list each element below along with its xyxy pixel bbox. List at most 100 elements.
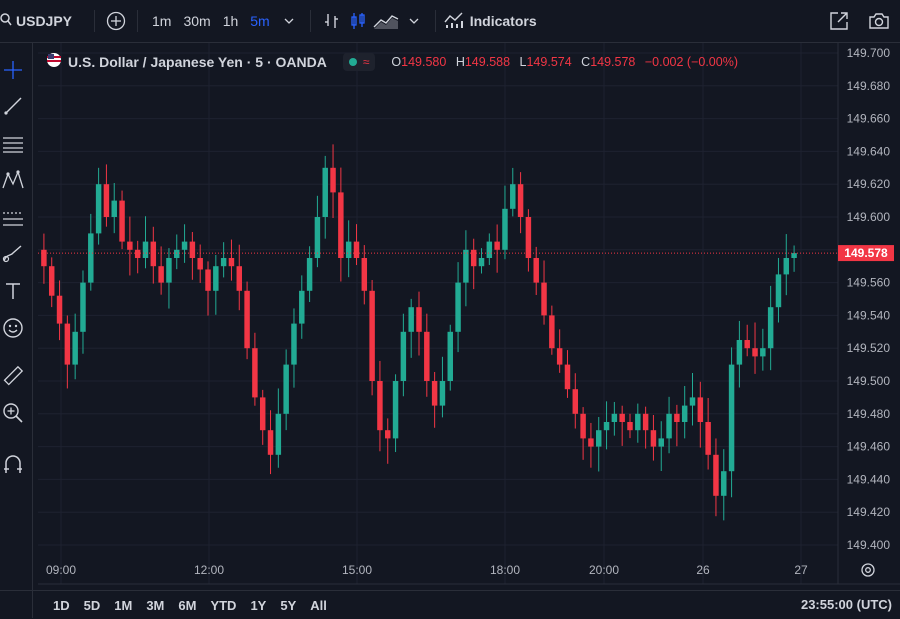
- candle-body: [580, 413, 586, 439]
- market-status[interactable]: ≈: [342, 52, 376, 71]
- candle-body: [228, 258, 235, 267]
- candles: [41, 144, 797, 521]
- price-chart[interactable]: 149.700 149.680 149.660 149.640 149.620 149.6…: [0, 0, 900, 590]
- wave-icon: ≈: [362, 54, 370, 69]
- chevron-down-icon[interactable]: [401, 8, 427, 34]
- close-value: 149.578: [590, 54, 636, 69]
- pattern-icon[interactable]: [0, 167, 26, 193]
- bar-style-icon[interactable]: [319, 8, 345, 34]
- y-tick-label: 149.520: [847, 341, 891, 355]
- range-all[interactable]: All: [310, 597, 327, 613]
- candle-body: [408, 307, 414, 332]
- candle-body: [166, 258, 172, 283]
- range-1d[interactable]: 1D: [53, 597, 70, 613]
- candle-body: [299, 290, 305, 324]
- range-5d[interactable]: 5D: [83, 597, 101, 613]
- price-axis[interactable]: 149.700 149.680 149.660 149.640 149.620 149.6…: [847, 46, 891, 552]
- candle-body: [783, 258, 790, 275]
- candle-body: [416, 307, 422, 332]
- settings-icon[interactable]: [861, 563, 875, 577]
- candle-body: [502, 208, 508, 250]
- candle-body: [478, 258, 485, 267]
- interval-1h[interactable]: 1h: [222, 13, 239, 29]
- range-1y[interactable]: 1Y: [250, 597, 267, 613]
- bottom-toolbar: 1D 5D 1M 3M 6M YTD 1Y 5Y All 23:55:00 (U…: [0, 590, 900, 619]
- trendline-icon[interactable]: [0, 93, 26, 119]
- y-tick-label: 149.480: [847, 407, 891, 421]
- open-label: O: [391, 54, 402, 69]
- candle-body: [236, 266, 243, 291]
- interval-30m[interactable]: 30m: [183, 13, 211, 29]
- y-tick-label: 149.600: [847, 210, 891, 224]
- candle-body: [103, 184, 110, 217]
- high-value: 149.588: [464, 54, 511, 69]
- candle-body: [314, 217, 321, 258]
- last-price-badge: [838, 245, 894, 262]
- range-ytd[interactable]: YTD: [210, 597, 237, 613]
- candle-body: [463, 249, 469, 283]
- add-compare-icon[interactable]: [103, 8, 129, 34]
- candle-body: [338, 192, 344, 258]
- candle-body: [95, 184, 102, 234]
- symbol-title[interactable]: U.S. Dollar / Japanese Yen · 5 · OANDA: [68, 53, 327, 70]
- low-value: 149.574: [526, 54, 572, 69]
- emoji-icon[interactable]: [0, 315, 26, 341]
- area-style-icon[interactable]: [371, 8, 401, 34]
- chevron-down-icon[interactable]: [276, 8, 302, 34]
- interval-5m[interactable]: 5m: [250, 13, 270, 29]
- candle-body: [158, 266, 164, 283]
- interval-1m[interactable]: 1m: [152, 13, 172, 29]
- candle-body: [181, 241, 188, 250]
- change-value: −0.002 (−0.00%): [644, 54, 738, 69]
- candle-body: [174, 249, 180, 258]
- y-tick-label: 149.660: [847, 112, 891, 126]
- ruler-icon[interactable]: [0, 363, 26, 389]
- candle-body: [564, 364, 571, 390]
- symbol-search[interactable]: USDJPY: [0, 12, 86, 30]
- brush-icon[interactable]: [0, 241, 26, 267]
- candle-body: [666, 413, 672, 439]
- measure-icon[interactable]: [0, 205, 26, 231]
- x-tick-label: 20:00: [589, 563, 619, 577]
- camera-icon[interactable]: [866, 8, 892, 34]
- candle-body: [41, 249, 47, 267]
- crosshair-icon[interactable]: [0, 57, 26, 83]
- text-icon[interactable]: [0, 278, 26, 304]
- candle-body: [80, 282, 86, 332]
- fullscreen-icon[interactable]: [826, 8, 852, 34]
- x-tick-label: 09:00: [46, 563, 76, 577]
- range-5y[interactable]: 5Y: [280, 597, 297, 613]
- y-tick-label: 149.500: [847, 374, 891, 388]
- y-tick-label: 149.620: [847, 177, 891, 191]
- candle-body: [705, 422, 711, 455]
- candle-body: [127, 241, 133, 250]
- low-label: L: [519, 54, 527, 69]
- candle-body: [760, 348, 766, 357]
- range-6m[interactable]: 6M: [178, 597, 197, 613]
- fib-icon[interactable]: [0, 131, 26, 157]
- candle-body: [627, 422, 633, 431]
- utc-clock[interactable]: 23:55:00 (UTC): [800, 597, 892, 612]
- indicators-button[interactable]: Indicators: [444, 12, 537, 31]
- candle-body: [392, 381, 399, 439]
- candle-body: [134, 249, 141, 258]
- candle-body: [119, 200, 125, 242]
- candle-body: [431, 381, 438, 406]
- candle-body: [142, 241, 149, 258]
- candle-body: [48, 266, 55, 296]
- candle-body: [377, 381, 383, 431]
- zoom-in-icon[interactable]: [0, 400, 26, 426]
- divider: [137, 10, 138, 32]
- candle-body: [697, 397, 704, 422]
- candle-body: [486, 241, 493, 258]
- candle-body: [533, 258, 539, 283]
- range-1m[interactable]: 1M: [114, 597, 133, 613]
- candle-body: [72, 331, 78, 365]
- time-axis[interactable]: 09:00 12:00 15:00 18:00 20:00 26 27: [46, 563, 808, 577]
- candle-body: [322, 167, 328, 217]
- candle-style-icon[interactable]: [345, 8, 371, 34]
- candle-body: [767, 307, 774, 349]
- range-3m[interactable]: 3M: [146, 597, 165, 613]
- candle-body: [205, 269, 211, 291]
- magnet-icon[interactable]: [0, 451, 26, 477]
